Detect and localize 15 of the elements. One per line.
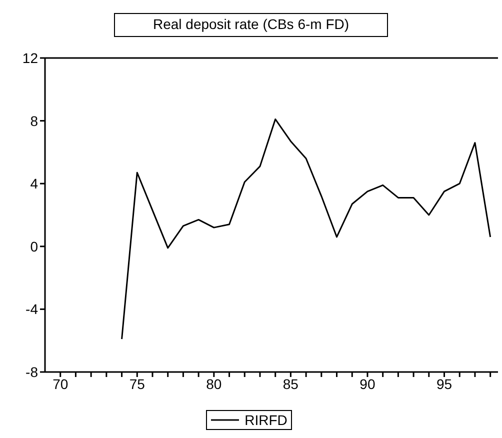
x-tick-label: 75 xyxy=(129,376,146,392)
legend-label: RIRFD xyxy=(244,412,288,428)
y-tick-label: -8 xyxy=(26,364,38,380)
chart-title: Real deposit rate (CBs 6-m FD) xyxy=(114,13,388,37)
x-tick-label: 90 xyxy=(360,376,376,392)
line-series xyxy=(121,118,492,340)
y-tick-label: 8 xyxy=(30,112,38,129)
x-tick-label: 95 xyxy=(436,376,452,392)
y-tick-label: -4 xyxy=(26,301,38,318)
y-tick-label: 12 xyxy=(22,50,38,66)
x-tick-label: 70 xyxy=(52,376,68,392)
x-tick-label: 85 xyxy=(282,376,299,392)
x-tick-label: 80 xyxy=(206,376,222,392)
y-tick-label: 4 xyxy=(30,176,38,192)
y-tick-label: 0 xyxy=(30,238,38,254)
